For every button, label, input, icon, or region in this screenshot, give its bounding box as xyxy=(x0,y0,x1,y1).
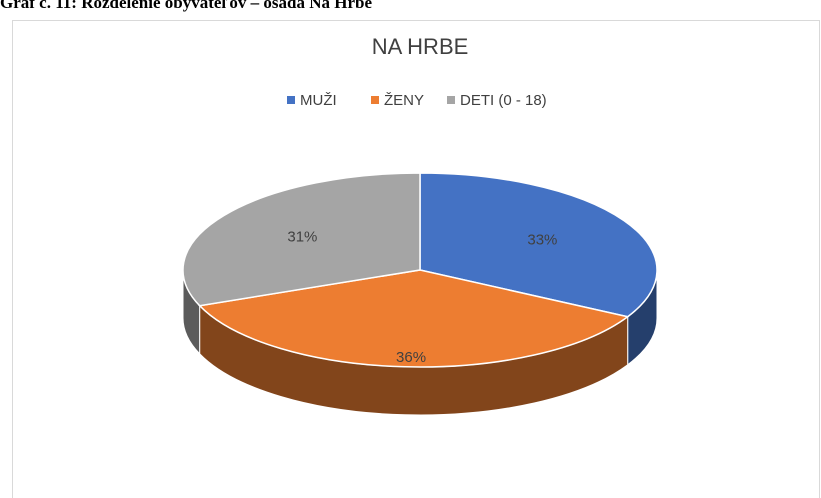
legend-swatch xyxy=(371,96,379,104)
chart-title: NA HRBE xyxy=(372,34,469,59)
legend-label: ŽENY xyxy=(384,92,424,109)
data-label: 33% xyxy=(527,231,557,248)
legend-swatch xyxy=(287,96,295,104)
data-label: 36% xyxy=(396,349,426,366)
legend-label: DETI (0 - 18) xyxy=(460,92,547,109)
data-label: 31% xyxy=(287,228,317,245)
pie-slice xyxy=(182,172,421,307)
pie-slice xyxy=(198,269,630,368)
pie-slice xyxy=(419,172,658,318)
legend-swatch xyxy=(447,96,455,104)
legend-label: MUŽI xyxy=(300,92,337,109)
caption: Graf č. 11: Rozdelenie obyvateľov – osad… xyxy=(0,0,373,12)
